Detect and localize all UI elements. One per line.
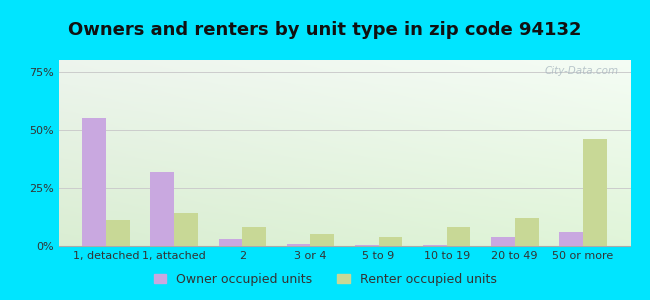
Bar [83,118,106,246]
Bar [218,239,242,246]
Bar [583,139,606,246]
Bar [422,245,447,246]
Bar [150,172,174,246]
Bar [559,232,583,246]
Bar [106,220,130,246]
Bar [515,218,539,246]
Legend: Owner occupied units, Renter occupied units: Owner occupied units, Renter occupied un… [148,268,502,291]
Text: City-Data.com: City-Data.com [545,66,619,76]
Bar [242,227,266,246]
Text: Owners and renters by unit type in zip code 94132: Owners and renters by unit type in zip c… [68,21,582,39]
Bar [378,237,402,246]
Bar [447,227,471,246]
Bar [311,234,334,246]
Bar [491,237,515,246]
Bar [355,245,378,246]
Bar [174,214,198,246]
Bar [287,244,311,246]
